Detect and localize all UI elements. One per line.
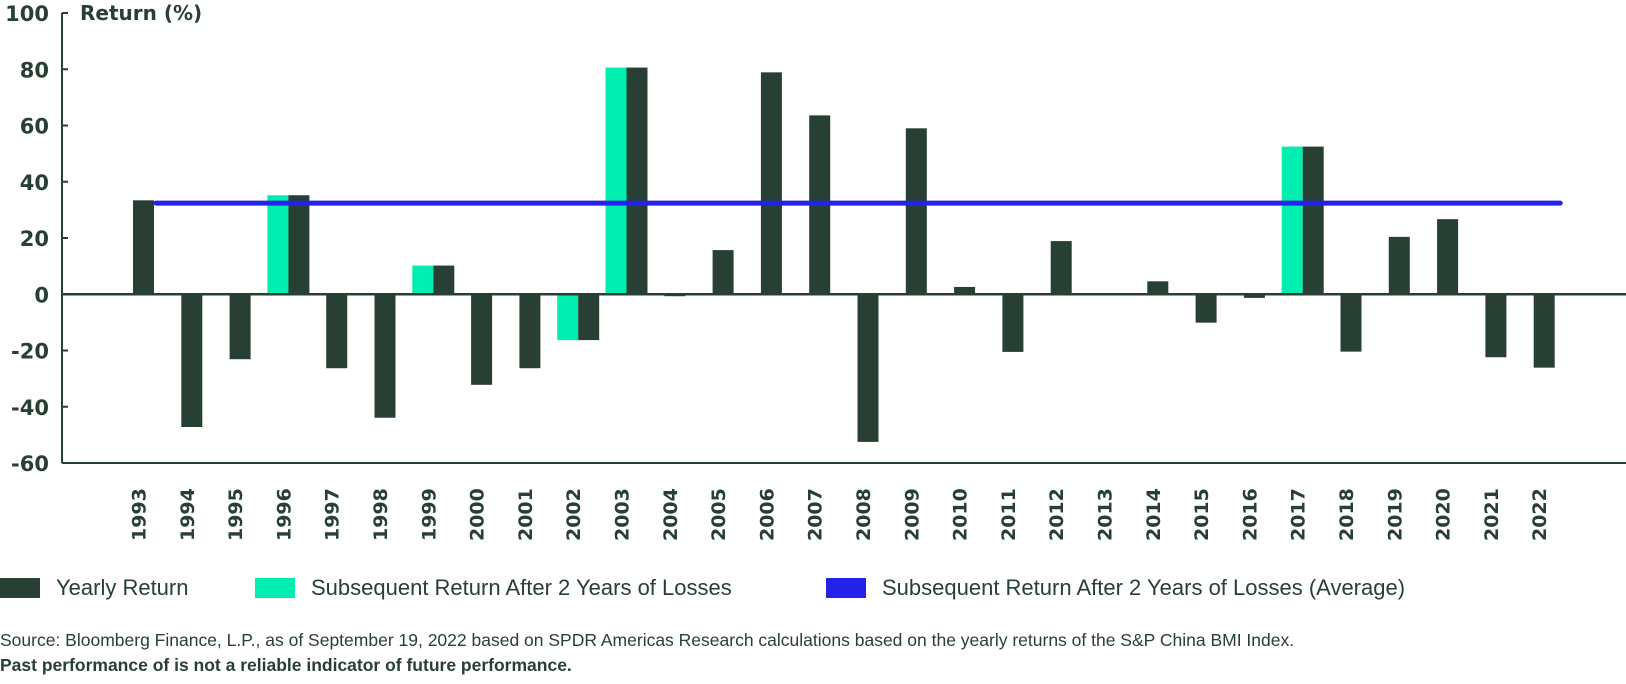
x-tick-label: 1999: [418, 488, 440, 541]
bar-yearly-1997: [326, 294, 348, 369]
x-tick-label: 2014: [1143, 488, 1165, 541]
y-tick-label: 0: [34, 283, 49, 307]
x-tick-label: 2005: [708, 488, 730, 541]
y-tick-label: -60: [11, 452, 49, 476]
bar-subsequent-2003: [605, 67, 627, 295]
y-axis-title: Return (%): [80, 1, 202, 25]
x-tick-label: 2012: [1046, 488, 1068, 541]
y-tick-label: -40: [11, 396, 49, 420]
bar-yearly-2021: [1485, 294, 1507, 358]
x-tick-label: 2019: [1384, 488, 1406, 541]
bar-yearly-1993: [133, 200, 154, 295]
x-tick-label: 2013: [1095, 488, 1117, 541]
bar-yearly-2020: [1437, 219, 1459, 295]
bar-yearly-2017: [1302, 146, 1324, 295]
x-tick-label: 2003: [612, 488, 634, 541]
x-tick-label: 2020: [1433, 488, 1455, 541]
y-tick-label: 100: [5, 2, 49, 26]
bar-yearly-2016: [1243, 294, 1265, 298]
bar-yearly-2005: [712, 250, 734, 295]
y-tick-label: 40: [20, 171, 49, 195]
bar-yearly-2010: [954, 286, 976, 295]
legend-label: Yearly Return: [56, 575, 189, 600]
x-tick-label: 2017: [1288, 488, 1310, 541]
x-tick-label: 1996: [273, 488, 295, 541]
source-note: Source: Bloomberg Finance, L.P., as of S…: [0, 630, 1295, 650]
legend-swatch-average: [826, 578, 866, 598]
legend-swatch-subsequent: [255, 578, 295, 598]
bar-subsequent-1999: [412, 265, 434, 295]
x-tick-label: 1993: [129, 488, 151, 541]
legend-item-yearly-return: Yearly Return: [0, 575, 188, 601]
x-tick-label: 2021: [1481, 488, 1503, 541]
bar-yearly-2018: [1340, 294, 1362, 352]
x-tick-label: 2001: [515, 488, 537, 541]
y-tick-label: 80: [20, 58, 49, 82]
x-tick-label: 2000: [467, 488, 489, 541]
bar-yearly-1998: [374, 294, 396, 418]
legend-label: Subsequent Return After 2 Years of Losse…: [311, 575, 732, 600]
legend-item-subsequent-return: Subsequent Return After 2 Years of Losse…: [255, 575, 732, 601]
bar-yearly-2011: [1002, 294, 1024, 352]
bar-yearly-2009: [905, 128, 927, 295]
legend: Yearly Return Subsequent Return After 2 …: [0, 575, 1626, 601]
bar-yearly-2003: [626, 67, 648, 295]
y-tick-label: -20: [11, 340, 49, 364]
legend-item-average: Subsequent Return After 2 Years of Losse…: [826, 575, 1405, 601]
x-tick-label: 1997: [322, 488, 344, 541]
x-tick-label: 2006: [756, 488, 778, 541]
legend-swatch-yearly: [0, 578, 40, 598]
bar-yearly-1994: [181, 294, 203, 427]
bar-yearly-2008: [857, 294, 879, 442]
x-tick-label: 2004: [660, 488, 682, 541]
x-tick-label: 2022: [1529, 488, 1551, 541]
x-tick-label: 2002: [563, 488, 585, 541]
x-tick-label: 2016: [1239, 488, 1261, 541]
bar-yearly-1996: [288, 195, 310, 295]
legend-label: Subsequent Return After 2 Years of Losse…: [882, 575, 1406, 600]
bar-yearly-2015: [1195, 294, 1217, 323]
bar-subsequent-1996: [267, 195, 289, 295]
bar-yearly-2001: [519, 294, 541, 369]
x-tick-label: 2011: [998, 488, 1020, 541]
bar-yearly-2006: [760, 72, 782, 295]
bar-yearly-2019: [1388, 236, 1410, 295]
x-tick-label: 2007: [805, 488, 827, 541]
y-axis-ticks: 100 80 60 40 20 0 -20 -40 -60: [5, 2, 68, 476]
bar-yearly-1999: [433, 265, 455, 295]
bar-subsequent-2017: [1281, 146, 1303, 295]
x-tick-label: 2018: [1336, 488, 1358, 541]
x-axis-labels: 1993 1994 1995 1996 1997 1998 1999 2000 2001 2002…: [129, 488, 1552, 541]
x-tick-label: 1995: [225, 488, 247, 541]
bar-yearly-1995: [229, 294, 251, 360]
y-tick-label: 60: [20, 115, 49, 139]
bars: [133, 67, 1555, 442]
bar-yearly-2014: [1147, 281, 1169, 295]
x-tick-label: 2008: [853, 488, 875, 541]
bar-subsequent-2002: [557, 294, 579, 341]
x-tick-label: 2015: [1191, 488, 1213, 541]
disclaimer-note: Past performance of is not a reliable in…: [0, 655, 572, 675]
x-tick-label: 1998: [370, 488, 392, 541]
bar-yearly-2012: [1050, 241, 1072, 295]
bar-yearly-2022: [1533, 294, 1555, 368]
x-tick-label: 2009: [901, 488, 923, 541]
y-tick-label: 20: [20, 227, 49, 251]
bar-yearly-2002: [578, 294, 600, 341]
bar-yearly-2000: [471, 294, 493, 385]
x-tick-label: 1994: [177, 488, 199, 541]
x-tick-label: 2010: [950, 488, 972, 541]
